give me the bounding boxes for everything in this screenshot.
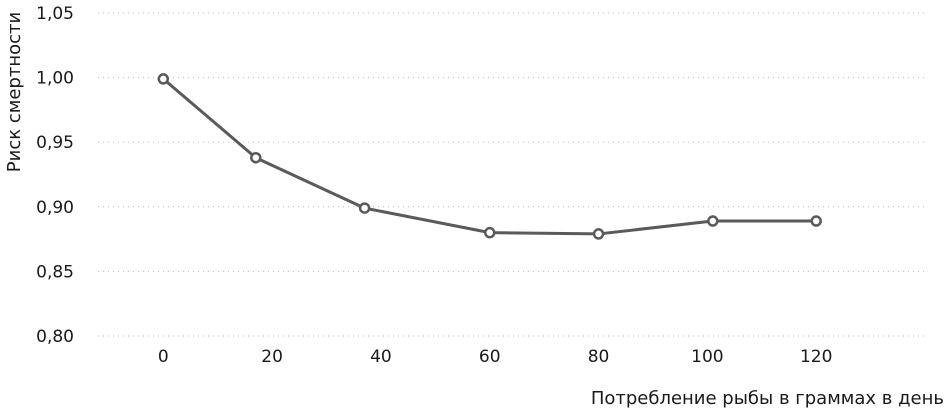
y-tick-label: 0,90 xyxy=(36,198,74,218)
x-tick-label: 120 xyxy=(800,347,832,367)
x-tick-label: 60 xyxy=(479,347,501,367)
x-tick-label: 20 xyxy=(261,347,283,367)
y-tick-label: 0,85 xyxy=(36,262,74,282)
x-tick-label: 0 xyxy=(158,347,169,367)
y-axis-title: Риск смертности xyxy=(4,12,25,172)
x-tick-label: 80 xyxy=(588,347,610,367)
data-point xyxy=(157,73,170,85)
y-tick-label: 0,80 xyxy=(36,327,74,347)
data-point xyxy=(592,228,605,240)
y-axis-tick-labels: 0,80 0,85 0,90 0,95 1,00 1,05 xyxy=(36,4,74,347)
grid-lines xyxy=(98,12,925,337)
y-tick-label: 1,00 xyxy=(36,69,74,89)
data-point xyxy=(810,215,822,227)
y-tick-label: 1,05 xyxy=(36,4,74,24)
x-tick-label: 100 xyxy=(691,347,723,367)
series xyxy=(157,73,822,240)
y-tick-label: 0,95 xyxy=(36,133,74,153)
data-point xyxy=(250,151,262,164)
data-point xyxy=(707,215,719,227)
x-axis-title: Потребление рыбы в граммах в день xyxy=(591,388,944,409)
x-axis-tick-labels: 0 20 40 60 80 100 120 xyxy=(158,347,833,367)
x-tick-label: 40 xyxy=(370,347,392,367)
data-point xyxy=(483,226,496,239)
data-point xyxy=(358,202,371,214)
